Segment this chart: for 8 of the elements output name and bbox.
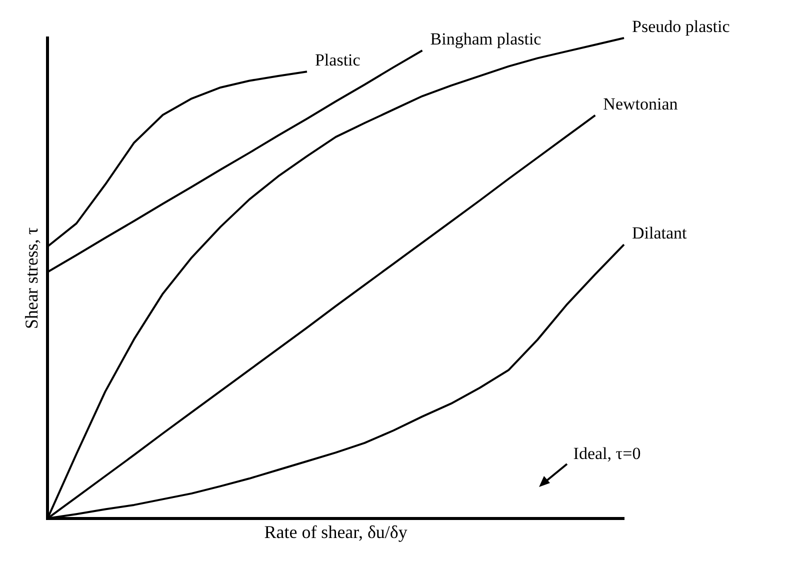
series-label: Newtonian xyxy=(603,94,678,114)
series-label: Dilatant xyxy=(632,224,688,243)
x-axis-title: Rate of shear, δu/δy xyxy=(264,522,408,542)
series-label: Pseudo plastic xyxy=(632,16,730,36)
y-axis-title: Shear stress, τ xyxy=(22,227,42,330)
annotation: Ideal, τ=0 xyxy=(573,444,641,464)
series-label: Plastic xyxy=(314,50,361,70)
series-label: Bingham plastic xyxy=(430,29,542,48)
